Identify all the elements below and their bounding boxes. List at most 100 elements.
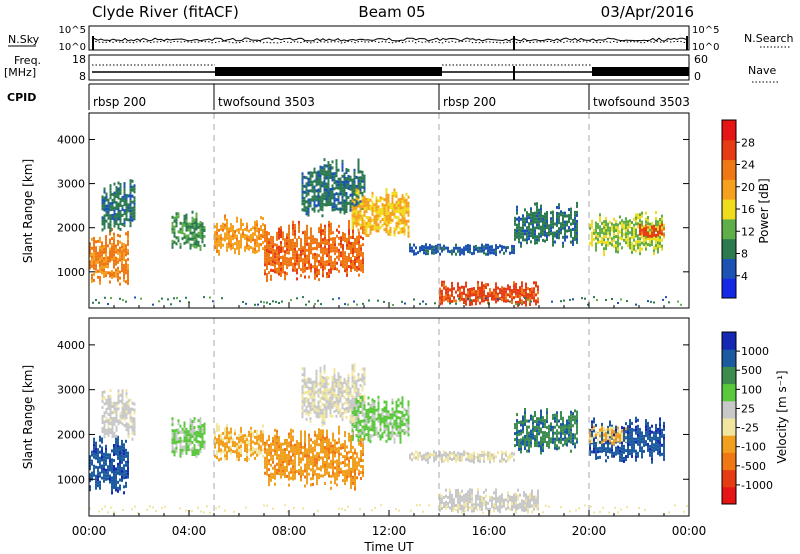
echo-region xyxy=(514,408,578,455)
nsky-label: N.Sky xyxy=(8,33,40,46)
power-y-axis: 1000 2000 3000 4000 xyxy=(57,133,689,279)
cpid-segment-label: rbsp 200 xyxy=(443,95,496,109)
x-tick-label: 16:00 xyxy=(472,524,507,538)
y-tick-label: 4000 xyxy=(57,133,85,146)
freq-tick-bottom: 8 xyxy=(79,70,86,83)
echo-region xyxy=(514,201,578,248)
freq-tick-top: 18 xyxy=(72,53,86,66)
cpid-segment-label: twofsound 3503 xyxy=(218,95,315,109)
nsky-end-marker xyxy=(686,36,688,50)
colorbar-tick-label: 16 xyxy=(741,203,755,216)
y-tick-label: 2000 xyxy=(57,222,85,235)
colorbar-tick-label: 500 xyxy=(741,364,762,377)
colorbar-swatch xyxy=(722,435,736,453)
echo-region xyxy=(101,389,136,441)
echo-region xyxy=(409,450,515,464)
colorbar-tick-label: 100 xyxy=(741,383,762,396)
colorbar-swatch xyxy=(722,159,736,180)
echo-region xyxy=(264,425,364,491)
colorbar-swatch xyxy=(722,366,736,385)
power-colorbar: 4 8 12 16 20 24 28 xyxy=(721,119,755,299)
echo-region xyxy=(171,417,206,458)
echo-region xyxy=(351,395,410,444)
colorbar-tick-label: 20 xyxy=(741,181,755,194)
colorbar-swatch xyxy=(722,179,736,200)
colorbar-swatch xyxy=(722,469,736,488)
y-tick-label: 2000 xyxy=(57,428,85,441)
colorbar-swatch xyxy=(722,258,736,279)
cpid-segments: rbsp 200 twofsound 3503 rbsp 200 twofsound … xyxy=(88,84,690,110)
echo-region xyxy=(351,188,410,238)
nsearch-label: N.Search xyxy=(744,32,794,45)
colorbar-tick-label: 8 xyxy=(741,248,748,261)
cpid-segment-label: rbsp 200 xyxy=(93,95,146,109)
x-tick-label: 12:00 xyxy=(372,524,407,538)
nsearch-tick-bottom: 10^0 xyxy=(692,42,719,53)
freq-label-line1: Freq. xyxy=(14,54,41,67)
x-tick-label: 00:00 xyxy=(72,524,107,538)
echo-region xyxy=(409,243,515,257)
nsearch-tick-top: 10^5 xyxy=(692,25,719,36)
echo-region xyxy=(101,179,136,233)
freq-label-line2: [MHz] xyxy=(4,66,36,79)
freq-band-1 xyxy=(215,67,442,76)
colorbar-swatch xyxy=(722,199,736,220)
colorbar-swatch xyxy=(722,332,736,350)
power-ylabel: Slant Range [km] xyxy=(21,159,35,263)
power-x-ticks xyxy=(88,302,690,308)
freq-gap-marker xyxy=(513,66,515,80)
y-tick-label: 4000 xyxy=(57,339,85,352)
colorbar-swatch xyxy=(722,383,736,402)
cpid-label: CPID xyxy=(7,91,36,104)
echo-region xyxy=(589,425,627,446)
y-tick-label: 3000 xyxy=(57,384,85,397)
colorbar-tick-label: 25 xyxy=(741,402,755,415)
nave-tick-top: 60 xyxy=(694,53,708,66)
cpid-segment-label: twofsound 3503 xyxy=(593,95,690,109)
colorbar-tick-label: 4 xyxy=(741,270,748,283)
colorbar-tick-label: 28 xyxy=(741,136,755,149)
colorbar-tick-label: 1000 xyxy=(741,345,769,358)
colorbar-swatch xyxy=(722,120,736,141)
colorbar-swatch xyxy=(722,139,736,161)
colorbar-swatch xyxy=(722,238,736,259)
power-echoes xyxy=(89,158,682,307)
velocity-x-axis: 00:00 04:00 08:00 12:00 16:00 20:00 00:00 xyxy=(72,510,707,538)
echo-region xyxy=(301,363,366,427)
nsky-trace xyxy=(91,37,687,42)
power-colorbar-label: Power [dB] xyxy=(757,178,771,243)
y-tick-label: 1000 xyxy=(57,266,85,279)
station-title: Clyde River (fitACF) xyxy=(92,3,239,21)
nsky-tick-top: 10^5 xyxy=(59,25,86,36)
echo-region xyxy=(214,214,264,256)
colorbar-swatch xyxy=(722,278,736,299)
colorbar-swatch xyxy=(722,486,736,505)
echo-region xyxy=(439,488,539,514)
colorbar-swatch xyxy=(722,349,736,367)
colorbar-swatch xyxy=(722,400,736,419)
date-label: 03/Apr/2016 xyxy=(601,3,694,21)
echo-region xyxy=(639,223,665,238)
x-tick-label: 00:00 xyxy=(672,524,707,538)
nsky-start-marker xyxy=(92,36,94,50)
echo-region xyxy=(439,280,539,307)
echo-region xyxy=(89,435,129,495)
colorbar-swatch xyxy=(722,452,736,471)
y-tick-label: 3000 xyxy=(57,178,85,191)
x-tick-label: 20:00 xyxy=(572,524,607,538)
velocity-dividers xyxy=(213,318,590,516)
colorbar-tick-label: -1000 xyxy=(741,479,773,492)
x-tick-label: 04:00 xyxy=(172,524,207,538)
nsearch-trace xyxy=(91,40,687,44)
time-axis-label: Time UT xyxy=(363,540,414,554)
colorbar-tick-label: 12 xyxy=(741,225,755,238)
freq-band-2 xyxy=(592,67,689,76)
colorbar-swatch xyxy=(722,218,736,240)
velocity-colorbar-label: Velocity [m s⁻¹] xyxy=(775,370,789,463)
y-tick-label: 1000 xyxy=(57,473,85,486)
nsky-tick-bottom: 10^0 xyxy=(59,42,86,53)
velocity-y-axis: 1000 2000 3000 4000 xyxy=(57,339,689,486)
velocity-echoes xyxy=(89,363,688,514)
echo-region xyxy=(214,423,264,463)
